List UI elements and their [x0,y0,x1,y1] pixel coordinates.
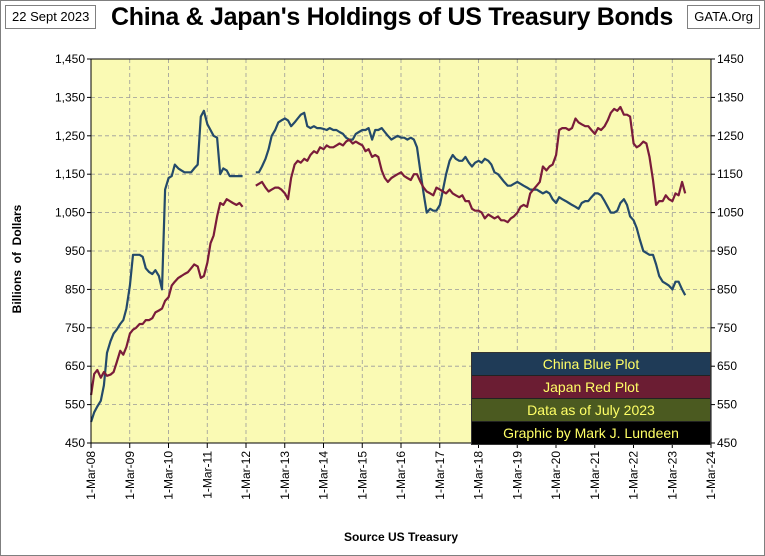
y-axis-right: 1450 1350 1250 1150 1050 950 850 750 650 550 450 [711,52,744,450]
series-japan [90,105,687,396]
y-tick-label-right: 1150 [717,167,743,181]
china-line [255,111,687,296]
y-tick-label-left: 850 [65,282,85,296]
x-tick-label: 1-Mar-12 [239,451,253,500]
japan-line [255,105,687,224]
legend-china: China Blue Plot [472,353,710,376]
y-axis-left: 1,450 1,350 1,250 1,150 1,050 950 850 750 650 550… [55,52,91,450]
y-tick-label-left: 450 [65,436,85,450]
x-tick-label: 1-Mar-23 [665,451,679,500]
x-tick-label: 1-Mar-10 [162,451,176,500]
japan-line [90,198,244,396]
y-tick-label-right: 750 [717,321,737,335]
x-tick-label: 1-Mar-22 [627,451,641,500]
y-tick-label-left: 950 [65,244,85,258]
y-tick-label-left: 1,250 [55,129,85,143]
y-tick-label-right: 950 [717,244,737,258]
x-tick-label: 1-Mar-20 [549,451,563,500]
chart-title: China & Japan's Holdings of US Treasury … [111,3,673,31]
y-axis-label: Billions of Dollars [10,204,24,314]
x-tick-label: 1-Mar-16 [394,451,408,500]
x-tick-label: 1-Mar-13 [278,451,292,500]
x-tick-label: 1-Mar-11 [200,451,214,499]
legend: China Blue Plot Japan Red Plot Data as o… [471,352,711,445]
legend-credit: Graphic by Mark J. Lundeen [472,422,710,444]
site-tag: GATA.Org [687,5,760,29]
x-tick-label: 1-Mar-08 [84,451,98,500]
x-tick-label: 1-Mar-18 [472,451,486,500]
y-tick-label-left: 550 [65,398,85,412]
x-tick-label: 1-Mar-19 [510,451,524,500]
x-tick-label: 1-Mar-09 [123,451,137,500]
y-tick-label-left: 1,150 [55,167,85,181]
y-tick-label-right: 1050 [717,206,744,220]
date-tag: 22 Sept 2023 [5,5,97,29]
x-tick-label: 1-Mar-17 [433,451,447,500]
x-tick-label: 1-Mar-14 [317,451,331,500]
x-axis-label: Source US Treasury [343,530,459,544]
y-tick-label-right: 850 [717,282,737,296]
y-tick-label-right: 650 [717,359,737,373]
y-tick-label-right: 1450 [717,52,744,66]
y-tick-label-right: 1350 [717,90,744,104]
y-tick-label-left: 650 [65,359,85,373]
x-tick-label: 1-Mar-21 [588,451,602,500]
x-tick-label: 1-Mar-15 [355,451,369,500]
y-tick-label-right: 1250 [717,129,744,143]
y-tick-label-right: 550 [717,398,737,412]
y-tick-label-left: 1,050 [55,206,85,220]
series-china [90,109,687,423]
legend-data-note: Data as of July 2023 [472,399,710,422]
y-tick-label-left: 750 [65,321,85,335]
legend-japan: Japan Red Plot [472,376,710,399]
x-tick-label: 1-Mar-24 [704,451,718,500]
series-layer [90,105,687,423]
x-axis: 1-Mar-08 1-Mar-09 1-Mar-10 1-Mar-11 1-Mar-12… [84,443,718,500]
china-line [90,109,243,423]
y-tick-label-right: 450 [717,436,737,450]
y-tick-label-left: 1,350 [55,90,85,104]
y-tick-label-left: 1,450 [55,52,85,66]
